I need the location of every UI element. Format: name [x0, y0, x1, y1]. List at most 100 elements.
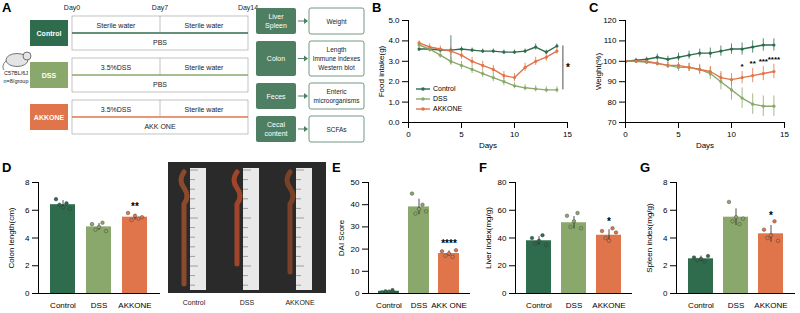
svg-text:AKKONE: AKKONE [285, 299, 315, 306]
svg-text:AKKONE: AKKONE [34, 114, 65, 121]
svg-text:****: **** [441, 238, 457, 249]
svg-text:Colon: Colon [267, 55, 285, 62]
svg-text:DAI Score: DAI Score [337, 219, 346, 256]
svg-text:DSS: DSS [728, 301, 744, 310]
svg-text:Spleen index(mg/g): Spleen index(mg/g) [645, 203, 654, 273]
svg-text:80: 80 [498, 178, 507, 187]
svg-text:Day0: Day0 [64, 4, 80, 12]
svg-text:120: 120 [603, 16, 617, 25]
svg-text:6: 6 [663, 206, 668, 215]
svg-text:1.0: 1.0 [388, 98, 400, 107]
svg-text:Day7: Day7 [152, 4, 168, 12]
svg-text:80: 80 [608, 98, 617, 107]
svg-text:Enteric: Enteric [326, 88, 347, 95]
svg-text:n=8/group: n=8/group [4, 78, 29, 84]
svg-text:Western blot: Western blot [318, 64, 355, 71]
svg-text:Control: Control [50, 301, 76, 310]
svg-text:3.5%DSS: 3.5%DSS [101, 106, 132, 113]
svg-text:70: 70 [608, 118, 617, 127]
svg-text:3.0: 3.0 [388, 57, 400, 66]
svg-text:100: 100 [603, 57, 617, 66]
svg-text:Days: Days [479, 141, 497, 150]
svg-text:15: 15 [780, 130, 789, 139]
svg-text:Sterile water: Sterile water [185, 106, 225, 113]
svg-text:**: ** [131, 201, 139, 212]
svg-text:SCFAs: SCFAs [326, 126, 347, 133]
svg-text:AKK ONE: AKK ONE [144, 123, 175, 130]
svg-text:AKKONE: AKKONE [754, 301, 787, 310]
svg-text:PBS: PBS [153, 39, 167, 46]
svg-text:60: 60 [498, 206, 507, 215]
svg-text:DSS: DSS [91, 301, 107, 310]
svg-text:content: content [265, 130, 288, 137]
svg-text:4: 4 [25, 234, 30, 243]
svg-text:*: * [769, 210, 773, 221]
svg-text:8: 8 [25, 178, 30, 187]
svg-text:Feces: Feces [266, 93, 286, 100]
svg-text:10: 10 [727, 130, 736, 139]
svg-text:0: 0 [663, 289, 668, 298]
svg-text:0: 0 [502, 289, 507, 298]
svg-text:0: 0 [406, 130, 411, 139]
svg-text:Control: Control [526, 301, 552, 310]
svg-text:30: 30 [351, 222, 360, 231]
svg-text:5: 5 [459, 130, 464, 139]
svg-text:Day14: Day14 [238, 4, 258, 12]
svg-text:40: 40 [351, 200, 360, 209]
svg-text:4.0: 4.0 [388, 36, 400, 45]
svg-text:Liver index(mg/g): Liver index(mg/g) [484, 207, 493, 269]
svg-text:8: 8 [663, 178, 668, 187]
svg-text:AKKONE: AKKONE [592, 301, 625, 310]
svg-text:90: 90 [608, 77, 617, 86]
svg-text:110: 110 [604, 36, 617, 45]
svg-text:DSS: DSS [42, 72, 57, 79]
svg-text:5: 5 [676, 130, 681, 139]
svg-text:Control: Control [376, 301, 402, 310]
svg-text:0: 0 [355, 289, 360, 298]
svg-text:Sterile water: Sterile water [185, 22, 225, 29]
svg-text:0.0: 0.0 [388, 118, 400, 127]
svg-text:4: 4 [663, 234, 668, 243]
svg-text:**: ** [750, 59, 757, 68]
svg-text:DSS: DSS [240, 299, 255, 306]
svg-text:C57BL/6J: C57BL/6J [4, 70, 28, 76]
svg-text:20: 20 [498, 261, 507, 270]
svg-text:*: * [566, 62, 570, 73]
svg-text:Spleen: Spleen [265, 22, 287, 30]
svg-text:****: **** [768, 55, 781, 64]
svg-text:Sterile water: Sterile water [185, 64, 225, 71]
svg-text:15: 15 [563, 130, 572, 139]
svg-text:40: 40 [498, 234, 507, 243]
svg-text:6: 6 [25, 206, 30, 215]
svg-text:2: 2 [663, 261, 668, 270]
svg-text:Control: Control [688, 301, 714, 310]
svg-text:50: 50 [351, 178, 360, 187]
svg-text:20: 20 [351, 245, 360, 254]
svg-text:10: 10 [351, 267, 360, 276]
svg-text:Control: Control [37, 30, 62, 37]
svg-text:DSS: DSS [411, 301, 427, 310]
svg-text:*: * [741, 62, 745, 71]
svg-text:0: 0 [25, 289, 30, 298]
svg-text:*: * [607, 216, 611, 227]
svg-text:microorganisms: microorganisms [314, 97, 361, 105]
svg-text:AKK ONE: AKK ONE [431, 301, 467, 310]
svg-text:PBS: PBS [153, 81, 167, 88]
svg-text:0: 0 [623, 130, 628, 139]
svg-text:Sterile water: Sterile water [97, 22, 137, 29]
svg-text:5.0: 5.0 [388, 16, 400, 25]
svg-text:3.5%DSS: 3.5%DSS [101, 64, 132, 71]
svg-text:DSS: DSS [566, 301, 582, 310]
svg-text:Weight: Weight [326, 18, 346, 26]
svg-text:Days: Days [696, 141, 714, 150]
svg-text:2: 2 [25, 261, 30, 270]
svg-text:Immune indexes: Immune indexes [313, 55, 361, 62]
svg-text:Length: Length [327, 46, 347, 54]
svg-text:AKKONE: AKKONE [118, 301, 151, 310]
svg-text:2.0: 2.0 [388, 77, 400, 86]
svg-text:Cecal: Cecal [267, 121, 285, 128]
svg-text:Liver: Liver [268, 13, 284, 20]
svg-text:Weight(%): Weight(%) [594, 53, 603, 91]
svg-text:10: 10 [510, 130, 519, 139]
svg-text:Control: Control [183, 299, 206, 306]
